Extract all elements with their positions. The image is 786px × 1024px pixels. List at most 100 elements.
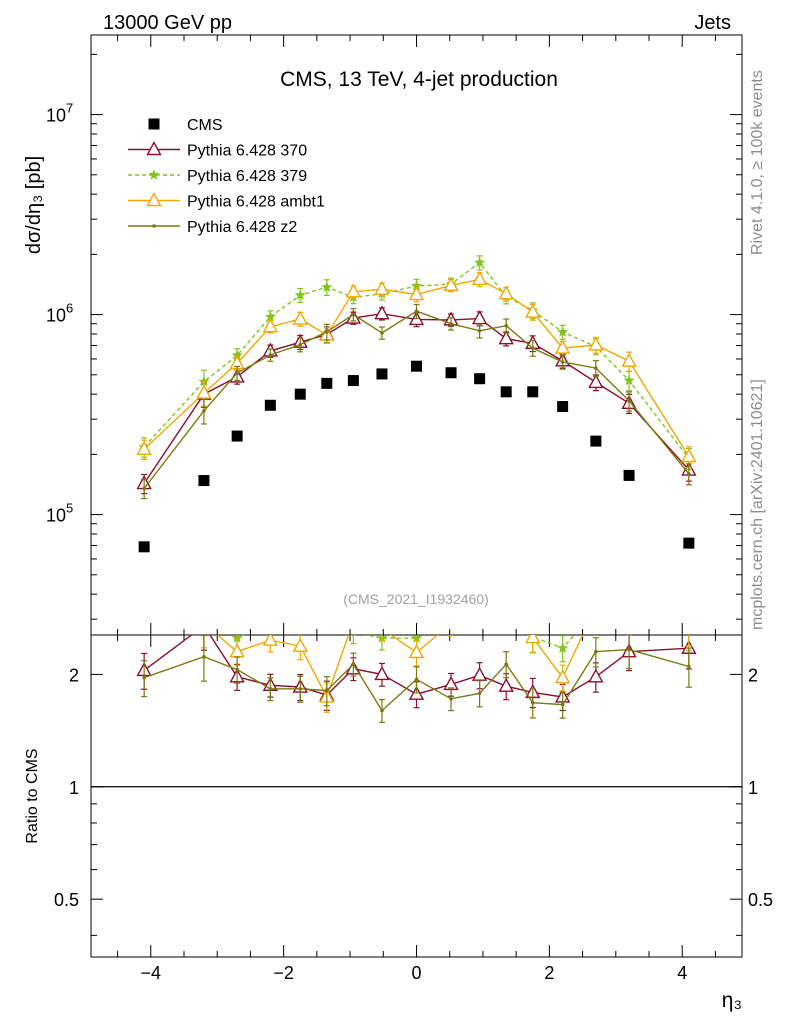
cms-data-point — [557, 401, 569, 413]
series-4-ratio-point — [298, 686, 303, 691]
series-1-point — [498, 330, 514, 345]
ratio-y-tick-label-right: 0.5 — [748, 890, 773, 910]
legend-marker-cms — [148, 118, 160, 130]
series-1-point — [471, 310, 488, 325]
legend-label-4: Pythia 6.428 z2 — [187, 219, 297, 236]
main-axis-ticks: 105 106 107 — [46, 35, 742, 635]
series-3-point — [136, 440, 152, 456]
x-tick-label: 0 — [411, 963, 421, 983]
legend-label-1: Pythia 6.428 370 — [187, 143, 307, 160]
series-1-line — [143, 312, 690, 484]
cms-data-point — [376, 368, 388, 380]
ratio-panel: 0.5 0.5 1 1 2 2 Ratio to CMS — [24, 565, 773, 958]
series-1-ratio-point — [588, 668, 604, 683]
cms-data-point — [294, 388, 306, 400]
series-2-point — [321, 281, 333, 292]
analysis-tag: (CMS_2021_I1932460) — [343, 591, 489, 607]
cms-data-point — [321, 377, 333, 389]
series-4-ratio-point — [449, 697, 453, 701]
legend: CMS Pythia 6.428 370 Pythia 6.428 379 Pythi… — [128, 117, 325, 236]
series-4-point — [142, 486, 146, 491]
series-4-ratio-point — [414, 677, 419, 682]
series-4-ratio-point — [530, 700, 535, 705]
series-3-point — [588, 336, 604, 351]
series-2-ratio-point — [295, 598, 305, 607]
series-4-point — [449, 321, 453, 326]
series-2-ratio-point — [624, 605, 634, 614]
series-1-ratio-point — [498, 677, 514, 692]
cms-data-point — [411, 360, 422, 372]
series-4-ratio-point — [477, 691, 482, 696]
series-2-ratio-point — [591, 605, 601, 614]
series-2-ratio-point — [349, 635, 357, 637]
series-4-point — [268, 353, 273, 357]
series-4-point — [477, 328, 482, 333]
series-1-ratio-point — [374, 665, 390, 681]
series-3-ratio-point — [525, 635, 541, 644]
series-4-point — [627, 399, 631, 403]
series-4-ratio-point — [325, 688, 329, 693]
legend-marker-4 — [152, 224, 156, 228]
series-3-point — [262, 318, 279, 333]
series-4-point — [235, 371, 239, 375]
series-3-ratio-point — [262, 635, 279, 646]
cms-data-point — [231, 430, 243, 442]
x-tick-labels: −4 −2 0 2 4 — [141, 963, 688, 983]
series-3-ratio-point — [408, 643, 425, 659]
series-2-ratio-point — [322, 604, 332, 613]
series-4-point — [351, 312, 356, 317]
series-4-point — [298, 342, 303, 347]
legend-label-0: CMS — [187, 117, 223, 134]
y-tick-label: 106 — [46, 301, 73, 326]
x-tick-label: 2 — [544, 963, 554, 983]
ratio-y-tick-label-left: 1 — [69, 778, 79, 798]
series-2-ratio-point — [199, 598, 209, 607]
series-2-point — [474, 256, 486, 268]
series-1-ratio-point — [197, 619, 210, 631]
ratio-series-layer — [136, 565, 697, 723]
cms-data-point — [264, 399, 276, 411]
header-left-label: 13000 GeV pp — [103, 12, 232, 34]
series-4-ratio-point — [504, 662, 508, 666]
series-3-ratio-point — [138, 602, 151, 614]
series-4-point — [594, 366, 598, 370]
cms-data-point — [683, 537, 695, 549]
header-right-label: Jets — [694, 12, 731, 34]
side-label-top: Rivet 4.1.0, ≥ 100k events — [749, 70, 766, 255]
series-4-point — [325, 330, 329, 334]
series-1-point — [588, 373, 604, 389]
series-4-point — [202, 409, 206, 413]
series-3-ratio-point — [554, 669, 571, 684]
series-3-point — [498, 285, 514, 300]
series-4-ratio-point — [627, 647, 631, 652]
series-3-ratio-point — [682, 618, 695, 630]
main-series-layer — [136, 255, 697, 553]
series-3-point — [292, 310, 308, 325]
series-2-ratio-point — [557, 642, 569, 653]
side-label-bottom: mcplots.cern.ch [arXiv:2401.10621] — [749, 379, 766, 630]
series-4-ratio-point — [594, 649, 598, 654]
legend-label-3: Pythia 6.428 ambt1 — [187, 194, 325, 211]
ratio-y-tick-label-left: 2 — [69, 665, 79, 685]
series-4-ratio-point — [560, 702, 565, 707]
ratio-axis-ticks: 0.5 0.5 1 1 2 2 — [54, 635, 773, 957]
series-3-point — [471, 270, 488, 286]
cms-data-point — [474, 373, 486, 385]
series-4-point — [504, 323, 508, 328]
series-4-point — [687, 471, 691, 476]
cms-data-point — [347, 375, 359, 387]
series-3-point — [408, 286, 425, 301]
ratio-y-tick-label-right: 2 — [748, 665, 758, 685]
series-4-ratio-point — [202, 654, 206, 659]
ratio-y-tick-label-left: 0.5 — [54, 890, 79, 910]
y-tick-label: 107 — [46, 101, 73, 126]
series-3-point — [554, 339, 571, 354]
series-3-ratio-point — [445, 617, 458, 629]
series-4-ratio-point — [351, 662, 356, 666]
series-4-point — [560, 360, 565, 364]
y-tick-label: 105 — [46, 501, 73, 526]
series-4-point — [414, 309, 419, 313]
series-2-ratio-point — [475, 565, 485, 574]
